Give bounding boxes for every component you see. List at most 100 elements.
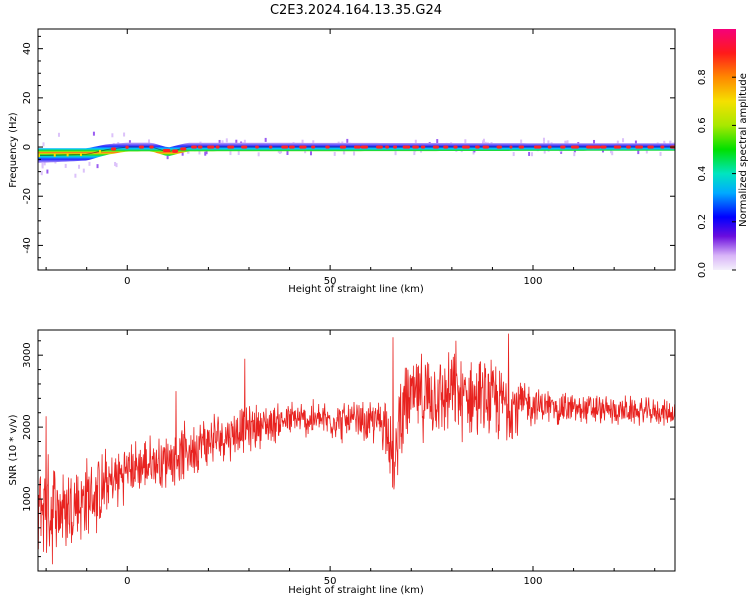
snr-y-ticks: 1000 2000 3000 <box>22 340 675 558</box>
y-tick-label: 40 <box>22 42 33 55</box>
spectrogram-peak <box>281 145 289 149</box>
spectrogram-speckle <box>205 150 208 155</box>
spectrogram-speckle <box>634 140 637 145</box>
spectrogram-peak <box>647 145 654 149</box>
spectrogram-speckle <box>78 164 81 169</box>
spectrogram-peak <box>299 145 307 149</box>
spectrogram-x-axis-label: Height of straight line (km) <box>288 284 424 295</box>
spectrogram-speckle <box>637 150 640 155</box>
spectrogram-hotspot <box>53 153 56 157</box>
spectrogram-peak <box>443 145 449 149</box>
spectrogram-peak <box>586 145 594 149</box>
spectrogram-hotspot <box>38 154 40 158</box>
y-tick-label: 0 <box>22 144 33 150</box>
spectrogram-speckle <box>114 161 117 166</box>
spectrogram-peak <box>172 149 179 153</box>
spectrogram-speckle <box>413 151 416 156</box>
spectrogram-peak <box>592 145 601 149</box>
spectrogram-frame <box>37 28 676 271</box>
y-tick-label: 2000 <box>22 414 33 439</box>
spectrogram-speckle <box>301 139 304 144</box>
spectrogram-speckle <box>528 151 531 156</box>
spectrogram-peak <box>533 145 542 149</box>
spectrogram-peak <box>255 145 259 149</box>
spectrogram-speckle <box>531 152 534 157</box>
spectrogram-speckle <box>82 168 85 173</box>
spectrogram-marks <box>38 131 675 178</box>
colorbar: 0.0 0.2 0.4 0.6 0.8 Normalized spectral ampl… <box>697 29 749 278</box>
colorbar-tick-label: 0.8 <box>697 69 708 85</box>
spectrogram-peak <box>393 145 398 149</box>
x-tick-label: 50 <box>324 276 337 287</box>
spectrogram-peak <box>138 145 145 149</box>
spectrogram-speckle <box>566 140 569 145</box>
spectrogram-peak <box>180 147 187 151</box>
spectrogram-peak <box>453 145 458 149</box>
spectrogram-speckle <box>564 140 567 145</box>
spectrogram-peak <box>311 145 316 149</box>
snr-x-ticks: 0 50 100 <box>45 330 656 587</box>
spectrogram-speckle <box>128 140 131 145</box>
spectrogram-speckle <box>237 151 240 156</box>
y-tick-label: 3000 <box>22 342 33 367</box>
spectrogram-peak <box>376 145 383 149</box>
spectrogram-speckle <box>92 131 95 136</box>
spectrogram-speckle <box>663 140 666 145</box>
spectrogram-speckle <box>40 171 43 176</box>
spectrogram-speckle <box>229 151 232 156</box>
spectrogram-speckle <box>148 139 151 144</box>
spectrogram-speckle <box>573 152 576 157</box>
spectrogram-speckle <box>472 150 475 155</box>
spectrogram-peak <box>496 145 502 149</box>
snr-series-line <box>38 333 675 565</box>
spectrogram-speckle <box>616 140 619 145</box>
spectrogram-peak <box>268 145 273 149</box>
colorbar-ticks: 0.0 0.2 0.4 0.6 0.8 <box>697 69 736 278</box>
snr-y-axis-label: SNR (10 * v/v) <box>8 414 19 485</box>
spectrogram-speckle <box>225 138 228 143</box>
spectrogram-peak <box>518 145 525 149</box>
spectrogram-peak <box>360 145 369 149</box>
spectrogram-peak <box>570 145 579 149</box>
spectrogram-hotspot <box>79 153 82 157</box>
spectrogram-peak <box>197 145 203 149</box>
y-tick-label: 1000 <box>22 486 33 511</box>
y-tick-label: 20 <box>22 91 33 104</box>
spectrogram-speckle <box>286 150 289 155</box>
spectrogram-speckle <box>57 132 60 137</box>
spectrogram-speckle <box>181 151 184 156</box>
spectrogram-speckle <box>543 149 546 154</box>
spectrogram-speckle <box>593 139 596 144</box>
spectrogram-speckle <box>115 163 118 168</box>
spectrogram-peak <box>462 145 470 149</box>
spectrogram-speckle <box>659 151 662 156</box>
spectrogram-speckle <box>304 149 307 154</box>
colorbar-tick-label: 0.0 <box>697 262 708 278</box>
x-tick-label: 50 <box>324 576 337 587</box>
spectrogram-peak <box>207 145 215 149</box>
spectrogram-speckle <box>166 155 169 160</box>
spectrogram-band <box>38 142 675 163</box>
colorbar-gradient <box>713 29 736 270</box>
spectrogram-peak <box>125 145 129 149</box>
y-tick-label: -20 <box>22 188 33 204</box>
spectrogram-speckle <box>187 149 190 154</box>
spectrogram-peak <box>191 145 197 149</box>
spectrogram-peak <box>227 145 235 149</box>
snr-panel: 0 50 100 1000 2000 3000 Height of straight l… <box>8 329 676 596</box>
spectrogram-speckle <box>333 151 336 156</box>
x-tick-label: 100 <box>523 576 542 587</box>
spectrogram-speckle <box>111 133 114 138</box>
spectrogram-y-ticks: -40 -20 0 20 40 <box>22 35 675 259</box>
colorbar-tick-label: 0.2 <box>697 214 708 230</box>
spectrogram-speckle <box>46 169 49 174</box>
spectrogram-peak <box>482 145 489 149</box>
colorbar-tick-label: 0.4 <box>697 166 708 182</box>
colorbar-label: Normalized spectral amplitude <box>738 73 749 227</box>
spectrogram-speckle <box>198 150 201 155</box>
spectrogram-speckle <box>645 149 648 154</box>
spectrogram-peak <box>509 145 513 149</box>
spectrogram-speckle <box>257 152 260 157</box>
spectrogram-speckle <box>436 139 439 144</box>
spectrogram-speckle <box>88 161 91 166</box>
